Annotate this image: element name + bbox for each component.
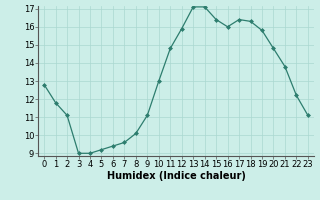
X-axis label: Humidex (Indice chaleur): Humidex (Indice chaleur) <box>107 171 245 181</box>
